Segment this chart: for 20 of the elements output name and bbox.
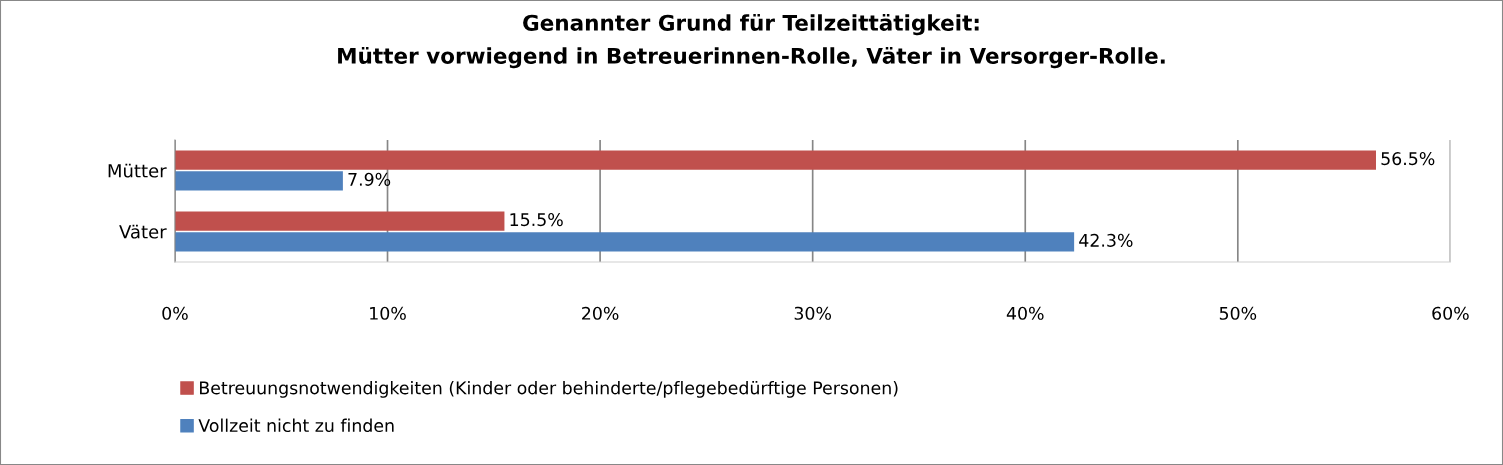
bar	[174, 171, 343, 191]
y-tick-label: Mütter	[108, 163, 167, 178]
bar	[174, 211, 505, 231]
data-label: 56.5%	[1381, 152, 1435, 166]
x-tick-label: 60%	[1432, 306, 1469, 320]
data-label: 7.9%	[348, 172, 391, 186]
bar	[174, 232, 1075, 252]
chart-title: Genannter Grund für Teilzeittätigkeit: Mütter vorwiegend in Betreuerinnen-Rolle, Väter in Versorger-Rolle.	[338, 13, 1165, 69]
x-tick-label: 10%	[370, 306, 406, 320]
x-tick-label: 20%	[582, 306, 619, 320]
x-tick-label: 50%	[1219, 306, 1257, 320]
x-tick-label: 30%	[794, 306, 832, 320]
x-tick-label: 0%	[162, 306, 188, 320]
legend-label: Vollzeit nicht zu finden	[198, 418, 394, 433]
data-label: 15.5%	[510, 213, 563, 227]
data-label: 42.3%	[1079, 233, 1133, 247]
y-tick-label: Väter	[119, 224, 167, 239]
legend-label: Betreuungsnotwendigkeiten (Kinder oder behinderte/pflegebedürftige Personen)	[200, 380, 898, 398]
bar	[174, 150, 1376, 170]
x-tick-label: 40%	[1006, 306, 1044, 320]
